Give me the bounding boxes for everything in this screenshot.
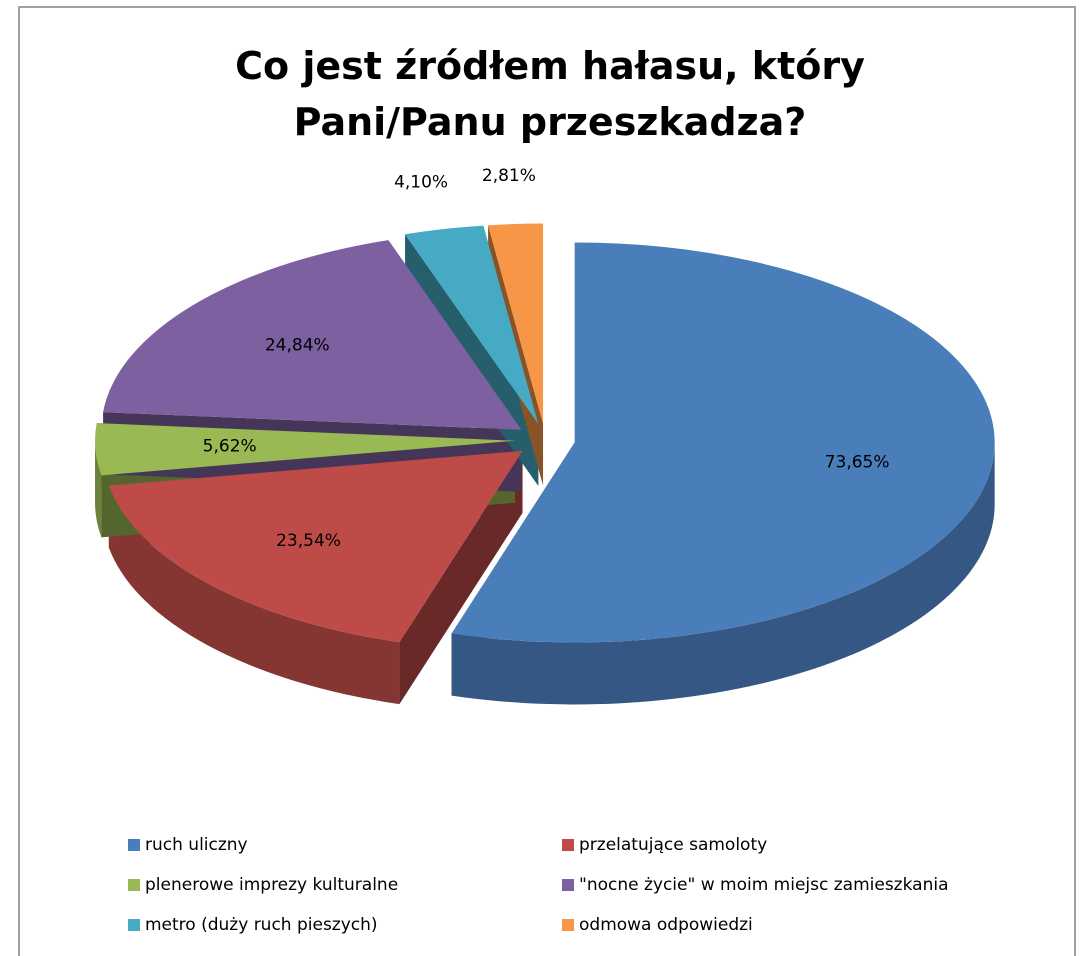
legend-swatch <box>128 879 140 891</box>
data-label: 5,62% <box>203 437 257 457</box>
data-label: 73,65% <box>825 453 890 473</box>
data-label: 4,10% <box>394 172 448 192</box>
legend-swatch <box>562 839 574 851</box>
slice <box>95 423 516 476</box>
legend-swatch <box>128 919 140 931</box>
data-label: 2,81% <box>482 166 536 186</box>
chart-frame <box>18 6 1076 956</box>
legend-label: ruch uliczny <box>145 835 248 855</box>
slice-wall <box>95 440 102 538</box>
legend-swatch <box>562 879 574 891</box>
slice <box>488 223 544 424</box>
slice <box>103 240 522 430</box>
data-label: 23,54% <box>276 531 341 551</box>
slice-wall <box>108 485 400 705</box>
legend-label: przelatujące samoloty <box>579 835 767 855</box>
slice-wall <box>451 442 995 705</box>
legend-label: "nocne życie" w moim miejsc zamieszkania <box>579 875 948 895</box>
legend-label: odmowa odpowiedzi <box>579 915 753 935</box>
data-label: 24,84% <box>265 336 330 356</box>
legend-label: plenerowe imprezy kulturalne <box>145 875 398 895</box>
slice <box>108 450 523 643</box>
chart-title: Co jest źródłem hałasu, który Pani/Panu … <box>235 44 865 144</box>
legend-swatch <box>562 919 574 931</box>
legend-label: metro (duży ruch pieszych) <box>145 915 378 935</box>
legend-swatch <box>128 839 140 851</box>
slice <box>405 225 539 424</box>
slice <box>451 242 995 643</box>
